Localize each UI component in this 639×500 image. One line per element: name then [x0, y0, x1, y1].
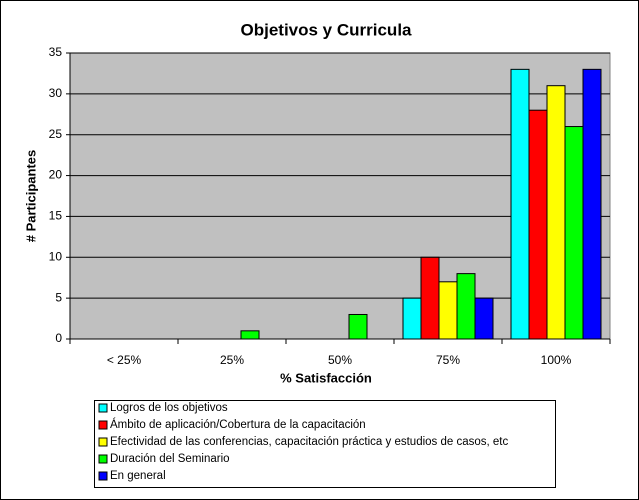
bar	[474, 297, 494, 340]
x-tick-label: 25%	[220, 353, 244, 367]
bar	[402, 297, 422, 340]
bar	[582, 68, 602, 340]
legend	[94, 400, 556, 488]
x-tick-label: 50%	[328, 353, 352, 367]
y-tick-label: 10	[49, 249, 63, 263]
x-tick-label: < 25%	[107, 353, 142, 367]
legend-swatch	[98, 454, 108, 464]
y-tick-label: 25	[49, 127, 63, 141]
bar	[420, 256, 440, 340]
legend-swatch	[98, 437, 108, 447]
legend-label: Ámbito de aplicación/Cobertura de la cap…	[110, 418, 366, 431]
y-tick-label: 35	[49, 45, 63, 59]
bar	[546, 85, 566, 340]
x-tick-label: 100%	[541, 353, 572, 367]
bar	[510, 68, 530, 340]
y-tick-label: 15	[49, 209, 63, 223]
bar	[528, 109, 548, 340]
legend-label: Duración del Seminario	[110, 453, 230, 465]
legend-label: Logros de los objetivos	[110, 402, 228, 414]
legend-swatch	[98, 420, 108, 430]
legend-swatch	[98, 403, 108, 413]
bar	[240, 330, 260, 340]
chart-title: Objetivos y Curricula	[241, 20, 413, 39]
x-axis-label: % Satisfacción	[280, 370, 372, 385]
y-axis-label: # Participantes	[23, 150, 38, 243]
y-tick-label: 20	[49, 168, 63, 182]
bar	[438, 281, 458, 340]
x-tick-label: 75%	[436, 353, 460, 367]
legend-label: En general	[110, 470, 166, 482]
bar	[348, 313, 368, 340]
y-tick-label: 0	[55, 331, 62, 345]
bar	[456, 273, 476, 340]
y-tick-label: 5	[55, 290, 62, 304]
legend-label: Efectividad de las conferencias, capacit…	[110, 436, 508, 448]
y-tick-label: 30	[49, 86, 63, 100]
legend-swatch	[98, 471, 108, 481]
bar	[564, 126, 584, 340]
